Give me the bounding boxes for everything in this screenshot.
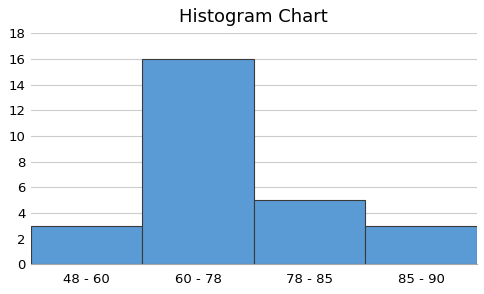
Title: Histogram Chart: Histogram Chart [179, 8, 328, 26]
Bar [31, 226, 142, 264]
Bar [364, 226, 476, 264]
Bar [142, 59, 253, 264]
Bar [253, 200, 364, 264]
